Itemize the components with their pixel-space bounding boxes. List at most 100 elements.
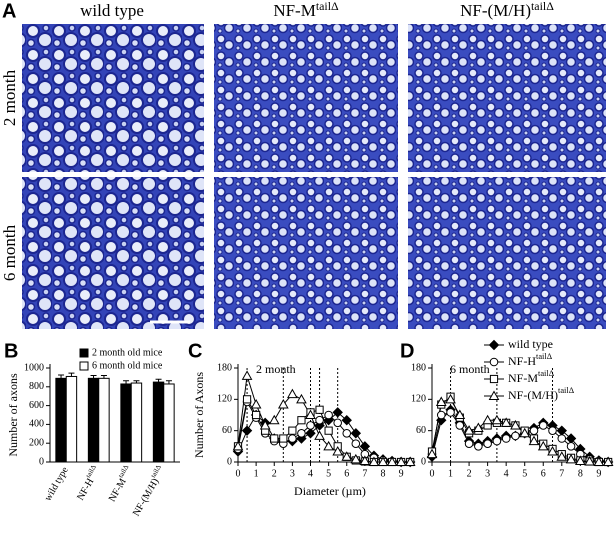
marker [528,435,540,446]
x-tick-label: 6 [344,468,349,479]
marker [474,442,483,451]
error-bar [68,372,75,377]
error-bar [133,380,140,384]
marker [547,446,558,456]
marker [529,426,539,435]
x-tick-label: 7 [559,468,564,479]
x-tick-label-main: NF-(M/H) [131,477,161,519]
marker [565,453,577,464]
y-tick-label: 60 [222,425,232,436]
marker [314,430,325,440]
marker [386,456,398,466]
marker [259,419,271,430]
x-tick-label: 1 [448,468,453,479]
marker [297,416,306,425]
panel-letter: B [4,340,18,362]
y-tick-label: 600 [29,400,44,411]
bar [87,377,100,463]
marker [242,395,252,404]
marker [436,415,447,426]
legend-marker [489,374,499,384]
marker [510,419,521,430]
y-tick-label: 1000 [24,362,44,373]
y-tick-label: 60 [416,425,426,436]
marker [404,456,416,466]
marker [377,456,389,466]
legend-label: 6 month old mice [92,360,163,371]
legend-marker [489,357,499,367]
bar [152,381,165,463]
marker [279,434,288,443]
marker [252,410,261,420]
x-tick-label: 8 [578,468,583,479]
legend-label-sup: tailΔ [536,352,553,361]
marker [297,428,306,438]
marker [287,388,298,399]
x-tick-label: 7 [362,468,367,479]
legend-label: NF-HtailΔ [508,352,553,368]
marker [268,414,280,425]
error-bar [58,374,65,379]
x-tick-label-sup: tailΔ [84,463,98,479]
x-tick-label-main: NF-H [75,477,96,503]
marker [250,399,262,409]
panel-letter: A [2,0,16,22]
marker [538,421,548,430]
row-label: 6 month [0,224,19,281]
marker [359,455,371,465]
marker [548,426,557,435]
bar [130,382,143,463]
column-label: wild type [80,1,144,20]
marker [350,453,362,464]
marker [464,439,474,449]
y-tick-label: 800 [29,381,44,392]
marker [455,421,465,430]
marker [305,428,316,439]
marker [315,415,324,425]
bar [55,377,67,463]
marker [332,407,343,418]
x-tick-label: 8 [381,468,386,479]
bar [98,377,110,463]
y-tick-label: 0 [39,456,44,467]
panel-letter: C [188,340,202,362]
marker [446,408,455,417]
marker [323,415,334,426]
x-tick-label: 3 [290,468,295,479]
legend-label: 2 month old mice [92,347,163,358]
marker [277,399,289,409]
marker [584,455,595,466]
marker [350,428,362,439]
marker [270,434,279,443]
x-tick-label: 2 [467,468,472,479]
x-tick-label: NF-(M/H)tailΔ [128,463,169,519]
x-tick-label: 0 [430,468,435,479]
y-tick-label: 120 [217,394,232,405]
legend-marker [488,390,500,400]
bar [163,383,175,463]
error-bar [165,380,172,384]
error-bar [90,375,97,379]
marker [342,428,352,438]
marker [537,440,549,451]
column-label-sup: tailΔ [531,0,554,13]
legend-label: NF-MtailΔ [508,369,555,385]
x-axis-label: Diameter (µm) [294,484,366,498]
marker [241,425,253,436]
y-tick-label: 400 [29,419,44,430]
micrographs [22,24,606,329]
x-tick-label: 6 [541,468,546,479]
marker [602,456,614,466]
legend-label-main: NF-H [508,354,536,368]
marker [491,414,503,425]
marker [305,409,316,419]
legend-label: NF-(M/H)tailΔ [508,386,575,402]
marker [395,456,407,466]
x-tick-label: NF-MtailΔ [104,463,136,504]
marker [501,434,511,443]
marker [557,434,567,443]
x-tick-label: wild type [43,465,72,503]
x-tick-label: 9 [399,468,404,479]
marker [492,436,502,446]
